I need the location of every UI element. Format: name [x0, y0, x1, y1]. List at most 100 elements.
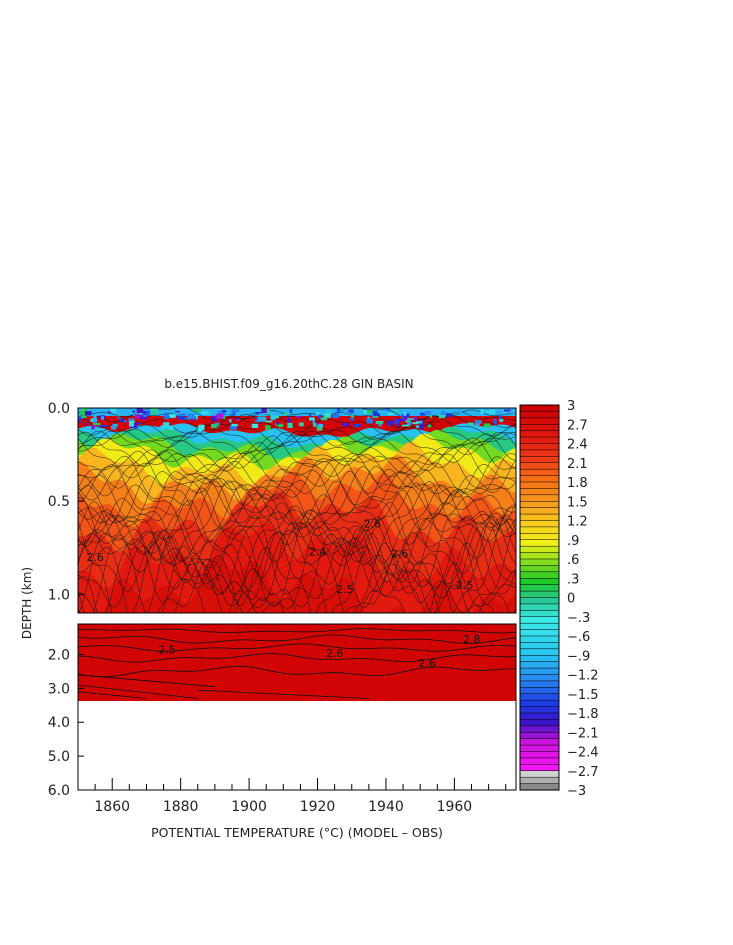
colorbar-swatch: [519, 770, 560, 778]
speckle: [265, 425, 271, 430]
colorbar-label: −2.1: [567, 726, 599, 741]
speckle: [278, 408, 285, 410]
speckle: [387, 420, 394, 426]
speckle: [373, 413, 380, 417]
speckle: [484, 423, 491, 428]
speckle: [81, 415, 87, 418]
speckle: [110, 408, 117, 413]
colorbar-swatch: [519, 597, 560, 605]
colorbar-swatch: [519, 642, 560, 650]
speckle: [184, 417, 190, 420]
contour-label: 2.6: [418, 657, 436, 670]
speckle: [119, 418, 124, 423]
speckle: [388, 413, 394, 415]
speckle: [163, 422, 170, 428]
contour-line: [78, 423, 516, 455]
y-tick-label: 1.0: [48, 587, 70, 603]
colorbar-swatch: [519, 687, 560, 695]
speckle: [489, 409, 496, 415]
colorbar-swatch: [519, 481, 560, 489]
contour-label: 2.6: [391, 547, 409, 560]
speckle: [402, 416, 409, 422]
speckle: [254, 417, 259, 419]
speckle: [480, 409, 484, 415]
colorbar-swatch: [519, 424, 560, 432]
speckle: [92, 423, 101, 426]
contour-label: 2.6: [86, 551, 104, 564]
speckle: [363, 410, 368, 414]
speckle: [177, 415, 185, 420]
speckle: [326, 410, 331, 415]
speckle: [93, 415, 97, 420]
speckle: [394, 419, 399, 425]
speckle: [175, 410, 181, 413]
colorbar-label: −2.4: [567, 746, 599, 761]
colorbar-swatch: [519, 667, 560, 676]
lower-panel-fill: [78, 624, 516, 701]
contour-line: [78, 487, 516, 579]
contour-label: 2.6: [364, 518, 382, 531]
speckle: [284, 412, 290, 416]
colorbar-swatch: [519, 629, 560, 637]
colorbar-swatch: [519, 635, 560, 643]
colorbar-swatch: [519, 552, 560, 560]
contour-line: [78, 665, 516, 678]
speckle: [406, 422, 412, 426]
speckle: [151, 411, 157, 415]
speckle: [112, 423, 118, 427]
colorbar-swatch: [519, 571, 560, 579]
speckle: [425, 424, 429, 426]
speckle: [187, 413, 195, 419]
speckle: [323, 410, 328, 414]
speckle: [276, 421, 279, 425]
colorbar-swatch: [519, 456, 560, 464]
speckle: [474, 420, 482, 424]
speckle: [222, 410, 227, 412]
colorbar-swatch: [519, 680, 560, 688]
contour-line: [78, 463, 516, 517]
speckle: [289, 409, 293, 414]
speckle: [99, 424, 108, 427]
contour-line: [78, 533, 495, 613]
colorbar-swatch: [519, 725, 560, 733]
speckle: [143, 411, 147, 415]
lower-y-axis: 2.0 3.0 4.0 5.0 6.0: [48, 647, 84, 799]
colorbar-label: −2.7: [567, 765, 599, 780]
colorbar-swatch: [519, 783, 560, 791]
speckle: [457, 409, 463, 414]
speckle: [367, 416, 371, 419]
speckle: [441, 411, 446, 415]
speckle: [136, 408, 144, 414]
speckle: [401, 424, 410, 427]
speckle: [193, 409, 201, 412]
speckle: [320, 417, 328, 421]
contour-line: [78, 542, 510, 613]
colorbar-swatch: [519, 622, 560, 631]
colorbar-swatch: [519, 616, 560, 624]
speckle: [295, 416, 301, 418]
speckle: [80, 409, 87, 416]
colorbar-swatch: [519, 693, 560, 701]
speckle: [78, 419, 81, 423]
contour-line: [78, 653, 516, 663]
speckle: [316, 425, 323, 431]
speckle: [438, 414, 446, 419]
colorbar-label: 2.7: [567, 418, 588, 433]
speckle: [299, 422, 304, 427]
contour-line: [78, 674, 215, 688]
colorbar-swatch: [519, 674, 560, 682]
colorbar-swatch: [519, 732, 560, 740]
contour-line: [78, 484, 516, 564]
speckle: [235, 418, 241, 421]
speckle: [111, 425, 117, 430]
speckle: [350, 412, 355, 418]
speckle: [407, 418, 415, 420]
speckle: [366, 418, 373, 424]
speckle: [151, 408, 159, 414]
contour-line: [78, 634, 516, 644]
speckle: [383, 408, 391, 411]
speckle: [312, 420, 316, 425]
colorbar-swatch: [519, 449, 560, 457]
contour-line: [78, 515, 516, 608]
chart-title: b.e15.BHIST.f09_g16.20thC.28 GIN BASIN: [164, 377, 413, 391]
